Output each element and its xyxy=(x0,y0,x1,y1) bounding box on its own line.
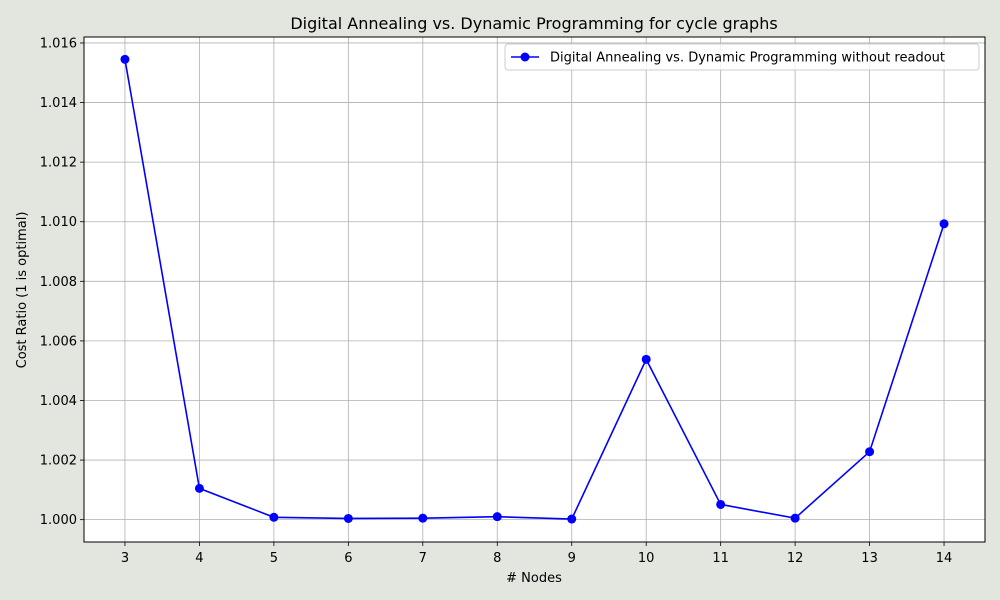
y-tick-label: 1.014 xyxy=(40,96,77,111)
x-tick-label: 14 xyxy=(936,551,953,566)
y-axis-label: Cost Ratio (1 is optimal) xyxy=(15,212,30,369)
y-tick-label: 1.016 xyxy=(40,36,77,51)
ticks: 3 4 5 6 7 8 9 10 11 12 13 14 1.000 1.002 1.004 1.006 1.0… xyxy=(40,36,953,566)
data-point xyxy=(865,447,875,457)
chart-title: Digital Annealing vs. Dynamic Programmin… xyxy=(290,14,777,33)
data-point xyxy=(120,54,130,64)
legend-box xyxy=(504,43,980,71)
y-tick-label: 1.012 xyxy=(40,156,77,171)
plot-area xyxy=(84,37,985,542)
x-axis-label: # Nodes xyxy=(506,571,562,586)
data-point xyxy=(716,499,726,509)
data-point xyxy=(641,354,651,364)
x-tick-label: 10 xyxy=(638,551,655,566)
data-point xyxy=(269,512,279,522)
y-tick-label: 1.000 xyxy=(40,513,77,528)
data-point xyxy=(343,513,353,523)
x-tick-label: 13 xyxy=(861,551,878,566)
data-point xyxy=(492,512,502,522)
x-tick-label: 5 xyxy=(270,551,278,566)
data-point xyxy=(790,513,800,523)
data-point xyxy=(418,513,428,523)
y-tick-label: 1.004 xyxy=(40,394,77,409)
data-point xyxy=(567,514,577,524)
y-tick-label: 1.006 xyxy=(40,334,77,349)
series-layer xyxy=(120,54,949,524)
x-tick-label: 11 xyxy=(712,551,729,566)
x-tick-label: 7 xyxy=(419,551,427,566)
legend: Digital Annealing vs. Dynamic Programmin… xyxy=(504,43,980,71)
x-tick-label: 8 xyxy=(493,551,501,566)
grid xyxy=(84,37,985,542)
x-tick-label: 9 xyxy=(568,551,576,566)
x-tick-label: 3 xyxy=(121,551,129,566)
series-line xyxy=(124,59,945,520)
legend-marker xyxy=(520,52,530,62)
data-point xyxy=(194,483,204,493)
y-tick-label: 1.010 xyxy=(40,215,77,230)
plot-frame xyxy=(83,36,986,543)
x-tick-label: 12 xyxy=(787,551,804,566)
legend-label: Digital Annealing vs. Dynamic Programmin… xyxy=(550,51,945,66)
x-tick-label: 6 xyxy=(344,551,352,566)
y-tick-label: 1.002 xyxy=(40,454,77,469)
y-tick-label: 1.008 xyxy=(40,275,77,290)
x-tick-label: 4 xyxy=(195,551,203,566)
data-point xyxy=(939,219,949,229)
